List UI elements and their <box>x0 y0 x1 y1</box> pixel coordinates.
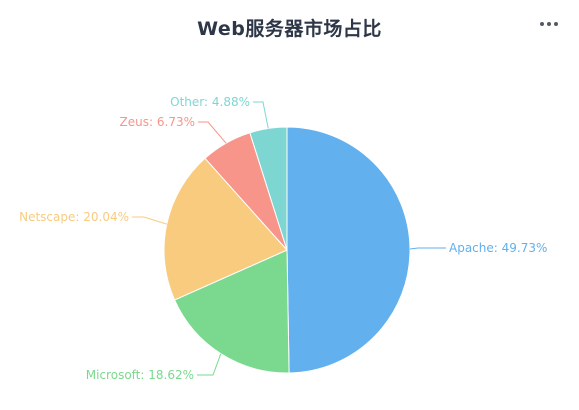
leader-line-other <box>253 101 269 129</box>
more-horizontal-icon <box>540 22 544 26</box>
pie-labels: Apache: 49.73% Microsoft: 18.62% Netscape:… <box>19 95 547 382</box>
pie-slice-other[interactable] <box>249 126 288 251</box>
pie-slice-netscape[interactable] <box>163 157 288 301</box>
slice-label-netscape: Netscape: 20.04% <box>19 210 129 224</box>
slice-label-microsoft: Microsoft: 18.62% <box>86 368 194 382</box>
pie-slice-microsoft[interactable] <box>173 249 290 374</box>
slice-label-zeus: Zeus: 6.73% <box>120 115 195 129</box>
more-options-button[interactable] <box>537 14 561 34</box>
pie-leader-lines <box>132 101 446 376</box>
pie-slices <box>163 126 411 374</box>
leader-line-netscape <box>132 216 167 225</box>
more-horizontal-icon-dot-3 <box>554 22 558 26</box>
leader-line-zeus <box>198 121 227 144</box>
chart-title: Web服务器市场占比 <box>197 18 382 40</box>
leader-line-microsoft <box>197 353 222 376</box>
slice-label-apache: Apache: 49.73% <box>449 241 547 255</box>
leader-line-apache <box>409 247 446 250</box>
more-horizontal-icon-dot-2 <box>547 22 551 26</box>
pie-slice-apache[interactable] <box>286 126 411 374</box>
slice-label-other: Other: 4.88% <box>170 95 250 109</box>
